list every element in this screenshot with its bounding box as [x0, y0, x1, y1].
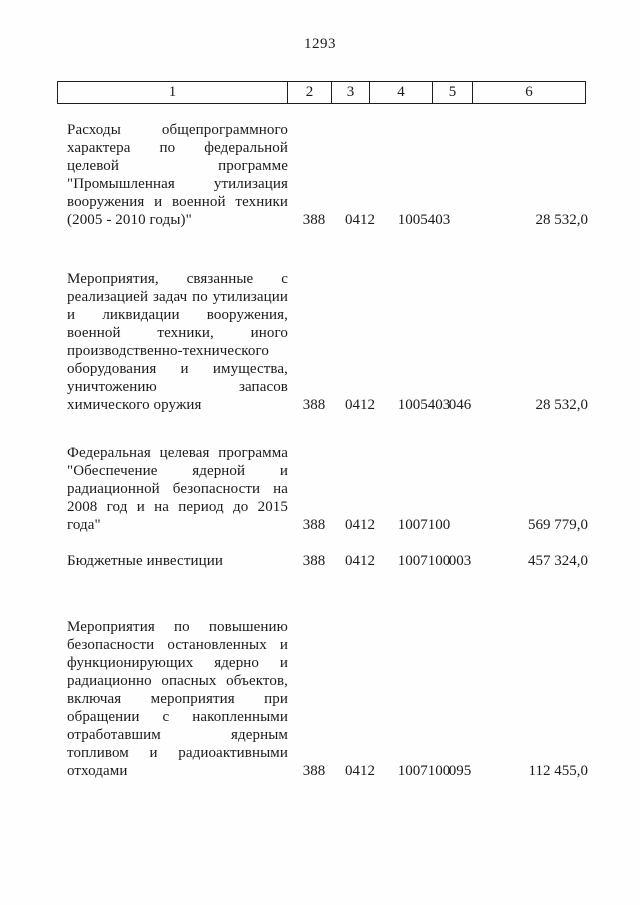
cell-target-article-code: 1005403 [397, 212, 451, 228]
cell-chapter-code: 388 [302, 517, 326, 533]
description-line: включая мероприятия при [67, 691, 288, 707]
description-line: обращении с накопленными [67, 709, 288, 725]
cell-chapter-code: 388 [302, 763, 326, 779]
cell-amount: 569 779,0 [528, 517, 588, 533]
cell-chapter-code: 388 [302, 212, 326, 228]
table-row: Мероприятия, связанные с реализацией зада… [0, 270, 640, 414]
header-cell: 5 [433, 82, 473, 103]
cell-section-code: 0412 [345, 212, 375, 228]
page-number: 1293 [304, 36, 336, 52]
header-cell: 2 [288, 82, 332, 103]
cell-target-article-code: 1007100 [397, 517, 451, 533]
row-description: Бюджетные инвестиции [67, 552, 288, 570]
description-line: вооружения и военной техники [67, 194, 288, 210]
description-line: характера по федеральной [67, 140, 288, 156]
row-description: Расходы общепрограммного характера по фед… [67, 121, 288, 229]
description-line: Федеральная целевая программа [67, 445, 288, 461]
description-line: топливом и радиоактивными [67, 745, 288, 761]
description-line: Мероприятия по повышению [67, 619, 288, 635]
description-line: года" [67, 517, 101, 533]
description-line: 2008 год и на период до 2015 [67, 499, 288, 515]
row-description: Федеральная целевая программа "Обеспечени… [67, 444, 288, 534]
description-line: "Обеспечение ядерной и [67, 463, 288, 479]
description-line: Мероприятия, связанные с [67, 271, 288, 287]
description-line: Расходы общепрограммного [67, 122, 288, 138]
header-cell: 4 [370, 82, 433, 103]
table-row: Мероприятия по повышению безопасности ост… [0, 618, 640, 780]
cell-expense-type-code: 046 [448, 397, 472, 413]
cell-amount: 112 455,0 [528, 763, 588, 779]
table-row: Расходы общепрограммного характера по фед… [0, 121, 640, 229]
table-row: Федеральная целевая программа "Обеспечени… [0, 444, 640, 534]
description-line: уничтожению запасов [67, 379, 288, 395]
description-line: отходами [67, 763, 128, 779]
description-line: оборудования и имущества, [67, 361, 288, 377]
description-line: отработавшим ядерным [67, 727, 288, 743]
header-cell: 1 [58, 82, 288, 103]
header-cell: 6 [525, 84, 533, 100]
cell-section-code: 0412 [345, 517, 375, 533]
description-line: производственно-технического [67, 343, 269, 359]
row-description: Мероприятия по повышению безопасности ост… [67, 618, 288, 780]
description-line: радиационной безопасности на [67, 481, 288, 497]
cell-expense-type-code: 095 [448, 763, 472, 779]
row-description: Мероприятия, связанные с реализацией зада… [67, 270, 288, 414]
description-line: химического оружия [67, 397, 202, 413]
cell-chapter-code: 388 [302, 397, 326, 413]
description-line: "Промышленная утилизация [67, 176, 288, 192]
description-line: военной техники, иного [67, 325, 288, 341]
header-cell: 3 [332, 82, 370, 103]
description-line: радиационно опасных объектов, [67, 673, 288, 689]
description-line: безопасности остановленных и [67, 637, 288, 653]
description-line: Бюджетные инвестиции [67, 553, 223, 569]
cell-section-code: 0412 [345, 553, 375, 569]
table-row: Бюджетные инвестиции 388 0412 1007100 003 457… [0, 552, 640, 570]
cell-expense-type-code: 003 [448, 553, 472, 569]
cell-amount: 28 532,0 [535, 212, 589, 228]
description-line: и ликвидации вооружения, [67, 307, 288, 323]
cell-amount: 457 324,0 [528, 553, 588, 569]
cell-section-code: 0412 [345, 397, 375, 413]
cell-chapter-code: 388 [302, 553, 326, 569]
description-line: (2005 - 2010 годы)" [67, 212, 192, 228]
cell-target-article-code: 1007100 [397, 553, 451, 569]
cell-target-article-code: 1007100 [397, 763, 451, 779]
description-line: реализацией задач по утилизации [67, 289, 288, 305]
cell-section-code: 0412 [345, 763, 375, 779]
description-line: целевой программе [67, 158, 288, 174]
cell-amount: 28 532,0 [535, 397, 589, 413]
cell-target-article-code: 1005403 [397, 397, 451, 413]
description-line: функционирующих ядерно и [67, 655, 288, 671]
